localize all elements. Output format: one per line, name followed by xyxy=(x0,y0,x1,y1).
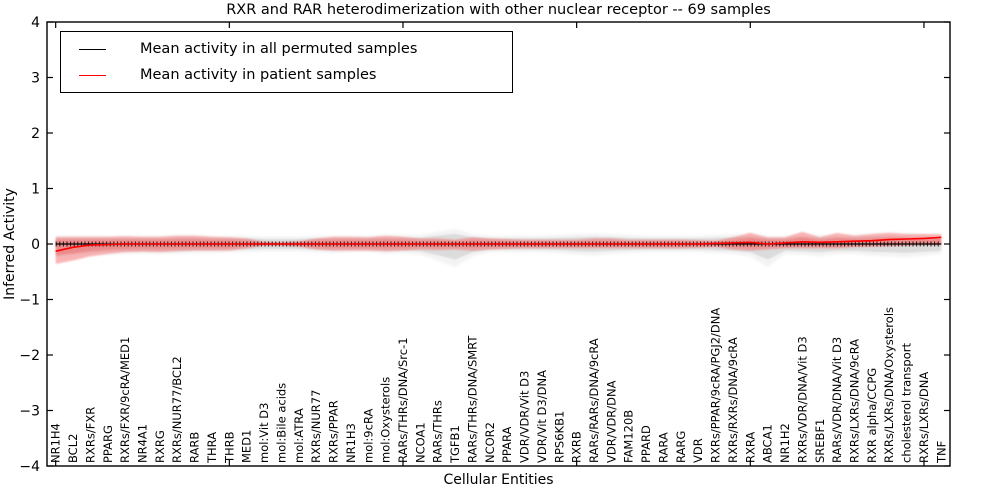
y-tick-label: −3 xyxy=(19,404,40,420)
y-tick-label: −2 xyxy=(19,348,40,364)
x-category-label: VDR/VDR/DNA xyxy=(604,380,618,463)
y-axis-label: Inferred Activity xyxy=(2,188,18,300)
x-category-label: RXRs/FXR xyxy=(83,407,97,463)
x-category-label: NR4A1 xyxy=(136,424,150,463)
axes xyxy=(46,21,951,467)
x-category-label: RARs/VDR/DNA/Vit D3 xyxy=(830,337,844,463)
x-category-label: MED1 xyxy=(240,430,254,463)
chart-title: RXR and RAR heterodimerization with othe… xyxy=(226,2,771,18)
x-category-label: RXRs/RXRs/DNA/9cRA xyxy=(726,337,740,463)
x-category-label: PPARA xyxy=(500,426,514,463)
x-category-label: RXR alpha/CCPG xyxy=(865,368,879,463)
x-category-label: mol:ATRA xyxy=(292,408,306,463)
x-category-label: RXRs/LXRs/DNA/Oxysterols xyxy=(882,307,896,463)
x-category-labels: NR1H4 BCL2 RXRs/FXR PPARG RXRs/FXR/9cRA/MED1… xyxy=(49,307,949,464)
x-axis-label: Cellular Entities xyxy=(443,472,554,488)
x-category-label: RPS6KB1 xyxy=(552,411,566,463)
x-category-label: BCL2 xyxy=(66,434,80,463)
mean-activity-lines xyxy=(55,236,942,252)
legend-item-patient: Mean activity in patient samples xyxy=(61,63,512,87)
x-category-label: NCOA1 xyxy=(413,422,427,463)
x-category-label: RXRs/NUR77 xyxy=(309,390,323,463)
x-category-label: NR1H3 xyxy=(344,423,358,463)
x-category-label: RXRs/PPAR/9cRA/PGJ2/DNA xyxy=(709,308,723,463)
legend-item-permuted: Mean activity in all permuted samples xyxy=(61,37,512,61)
y-tick-label: 0 xyxy=(31,237,40,253)
x-category-label: TNF xyxy=(934,441,948,464)
y-tick-label: −4 xyxy=(19,459,40,475)
legend-label: Mean activity in all permuted samples xyxy=(140,41,418,57)
y-tick-labels: 4 3 2 1 0 −1 −2 −3 −4 xyxy=(19,15,40,475)
x-category-label: cholesterol transport xyxy=(900,343,914,463)
x-category-label: PPARD xyxy=(639,425,653,463)
uncertainty-bands xyxy=(55,229,942,268)
x-category-label: NR1H4 xyxy=(49,423,63,463)
x-category-label: FAM120B xyxy=(622,410,636,463)
x-category-label: VDR/VDR/Vit D3 xyxy=(518,371,532,463)
x-category-label: NCOR2 xyxy=(483,422,497,463)
x-category-label: RARs/RARs/DNA/9cRA xyxy=(587,338,601,463)
x-category-label: RXRs/LXRs/DNA/9cRA xyxy=(848,339,862,463)
y-tick-label: 3 xyxy=(31,71,40,87)
x-category-label: RXRs/PPAR xyxy=(327,400,341,463)
x-category-label: RARs/THRs xyxy=(431,400,445,463)
x-category-label: RXRB xyxy=(570,431,584,463)
x-category-label: NR1H2 xyxy=(778,423,792,463)
x-category-label: RARA xyxy=(657,432,671,463)
x-category-label: mol:Oxysterols xyxy=(379,377,393,463)
y-tick-label: 1 xyxy=(31,182,40,198)
x-category-label: RXRs/FXR/9cRA/MED1 xyxy=(118,337,132,463)
legend-line-sample-red xyxy=(79,74,106,76)
x-category-label: mol:Vit D3 xyxy=(257,403,271,463)
x-category-label: VDR/Vit D3/DNA xyxy=(535,370,549,463)
x-category-label: RXRs/VDR/DNA/Vit D3 xyxy=(795,336,809,463)
x-category-label: THRB xyxy=(222,431,236,464)
x-category-label: RXRA xyxy=(743,432,757,463)
x-category-label: ABCA1 xyxy=(761,424,775,463)
x-category-label: TGFB1 xyxy=(448,425,462,464)
patient-mean-line xyxy=(55,236,942,252)
y-tick-label: 4 xyxy=(31,15,40,31)
x-category-label: RARG xyxy=(674,431,688,463)
x-category-label: mol:Bile acids xyxy=(274,383,288,463)
x-category-label: RXRs/NUR77/BCL2 xyxy=(170,356,184,463)
patient-samples-range xyxy=(55,231,942,264)
legend: Mean activity in all permuted samples Me… xyxy=(60,31,513,93)
y-tick-label: −1 xyxy=(19,293,40,309)
x-category-label: RARs/THRs/DNA/SMRT xyxy=(466,335,480,463)
x-category-label: mol:9cRA xyxy=(361,409,375,463)
x-category-label: RARs/THRs/DNA/Src-1 xyxy=(396,337,410,463)
legend-label: Mean activity in patient samples xyxy=(140,67,377,83)
x-category-label: RARB xyxy=(188,432,202,463)
y-tick-label: 2 xyxy=(31,126,40,142)
x-category-label: PPARG xyxy=(101,425,115,463)
x-category-label: THRA xyxy=(205,432,219,464)
x-category-label: VDR xyxy=(691,438,705,463)
x-category-label: RXRs/LXRs/DNA xyxy=(917,372,931,463)
x-category-label: SREBF1 xyxy=(813,419,827,463)
legend-line-sample-black xyxy=(79,48,106,50)
x-category-label: RXRG xyxy=(153,430,167,463)
